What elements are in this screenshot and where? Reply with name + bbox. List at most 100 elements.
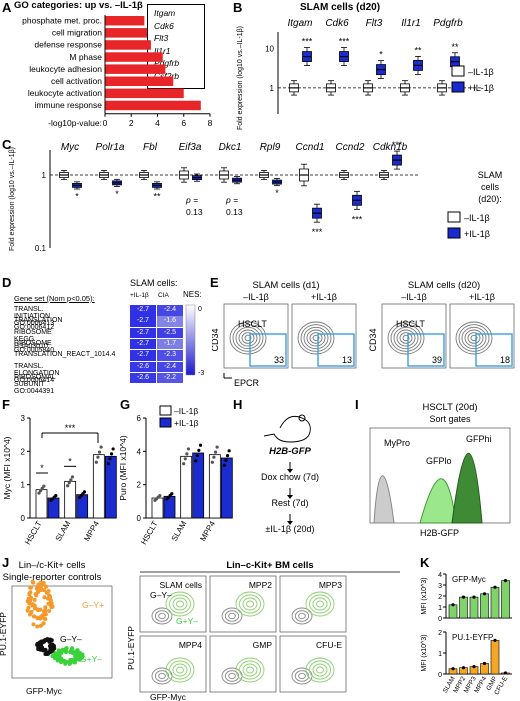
sig-stars: * (68, 456, 72, 466)
gene-label: Il1r1 (401, 18, 420, 29)
nes-cell: -2.2 (157, 372, 183, 384)
data-point (493, 585, 497, 589)
sig-stars: *** (302, 37, 313, 47)
go-bar (105, 76, 174, 86)
dot-green (68, 657, 73, 662)
flow-contour-green (176, 600, 184, 608)
dot-green (67, 661, 72, 666)
nes-cell: -2.7 (130, 350, 156, 361)
gene-label: Dkc1 (219, 142, 242, 153)
sig-stars: * (379, 50, 383, 60)
k-bar (448, 604, 458, 619)
data-point (111, 447, 115, 451)
k-bar (490, 640, 500, 675)
data-point (70, 475, 75, 479)
dot-green (55, 658, 60, 663)
legend-swatch-plus (447, 227, 461, 239)
flow-contour (244, 334, 252, 342)
dot-orange (41, 582, 46, 587)
c-box-chart: 1 0.1 Fold expression (log10 vs.–IL-1β) Myc… (9, 140, 503, 253)
x-tick: SLAM (54, 519, 73, 543)
cell-type: MPP3 (319, 580, 342, 590)
dot-orange (46, 601, 51, 606)
y-tick: 1 (21, 481, 26, 490)
y-tick: 0 (137, 514, 142, 523)
flow-contour-green (246, 666, 254, 674)
gate-label: G–Y– (150, 590, 172, 600)
flow-contour (396, 329, 416, 347)
sig-stars: * (275, 188, 279, 198)
x-axis-label: EPCR (234, 378, 260, 388)
x-tick: 8 (208, 118, 213, 128)
k-series-label: PU.1-EYFP (452, 633, 493, 642)
go-category: defense response (34, 40, 102, 50)
colorbar-bottom: -3 (198, 370, 204, 377)
data-point (194, 459, 198, 463)
gate-label: G–Y+ (82, 600, 104, 610)
y-tick: 1 (438, 605, 442, 612)
data-point (40, 486, 44, 491)
e-cond: +IL-1β (311, 292, 337, 302)
bar-plus (220, 457, 233, 519)
bar-minus (64, 480, 77, 519)
nes-cell: -2.4 (157, 305, 183, 316)
arrow-head (287, 521, 293, 525)
cell-type: MPP2 (249, 580, 272, 590)
data-point (82, 490, 87, 494)
flow-contour-gray (151, 607, 173, 625)
dot-orange (29, 609, 34, 614)
panel-label-a: A (2, 0, 12, 15)
flow-contour-green (239, 594, 261, 614)
data-point (39, 489, 43, 493)
data-point (198, 443, 203, 447)
y-tick: 1 (42, 171, 47, 180)
flow-contour (238, 329, 258, 347)
gene-label: Eif3a (179, 142, 202, 153)
flow-contour (464, 329, 484, 347)
timeline-step: Rest (7d) (271, 498, 308, 508)
legend-title: SLAM (478, 170, 503, 180)
gene-list-item: Pdgfrb (154, 58, 180, 68)
data-point (54, 494, 58, 498)
flow-contour-green (309, 594, 331, 614)
dot-green (69, 647, 74, 652)
y-axis-label: Fold expression (log10 vs.–IL-1β) (9, 147, 16, 251)
flow-plot-frame (381, 303, 447, 369)
data-point (67, 481, 71, 485)
data-point (109, 452, 114, 456)
gate-label: HSCLT (238, 319, 267, 329)
gene-label: Rpl9 (260, 142, 281, 153)
flow-plot-frame (279, 635, 347, 693)
dot-orange (44, 584, 49, 589)
go-category: leukocyte adhesion (29, 64, 102, 74)
legend-minus: –IL-1β (174, 406, 198, 416)
y-axis-label: MFI (x10^3) (421, 577, 428, 614)
gene-label: Cdkn1b (373, 142, 408, 153)
dot-orange (35, 624, 40, 629)
flow-contour (461, 326, 487, 350)
y-tick: 3 (21, 414, 26, 423)
hsc-gate (249, 333, 287, 367)
dot-black (36, 645, 41, 650)
gene-label: Ccnd1 (296, 142, 325, 153)
flow-contour-green (312, 597, 328, 611)
panel-label-i: I (355, 397, 359, 412)
dot-orange (32, 597, 37, 602)
legend-title: cells (481, 182, 500, 192)
hsc-gate (407, 333, 445, 367)
y-tick: 0.1 (35, 244, 47, 253)
legend-minus: –IL-1β (464, 213, 490, 223)
d-nes: NES: (183, 290, 202, 299)
y-tick: 4 (137, 447, 142, 456)
data-point (451, 603, 455, 607)
x-tick: MPP4 (198, 519, 217, 543)
nes-cell: -2.7 (130, 316, 156, 327)
dot-orange (40, 613, 45, 618)
k-bar (501, 580, 510, 619)
data-point (197, 448, 201, 452)
arrow-head (287, 469, 293, 473)
legend-plus: +IL-1β (464, 229, 490, 239)
data-point (461, 595, 466, 599)
dot-black (35, 641, 40, 646)
go-category: phosphate met. proc. (22, 16, 102, 26)
